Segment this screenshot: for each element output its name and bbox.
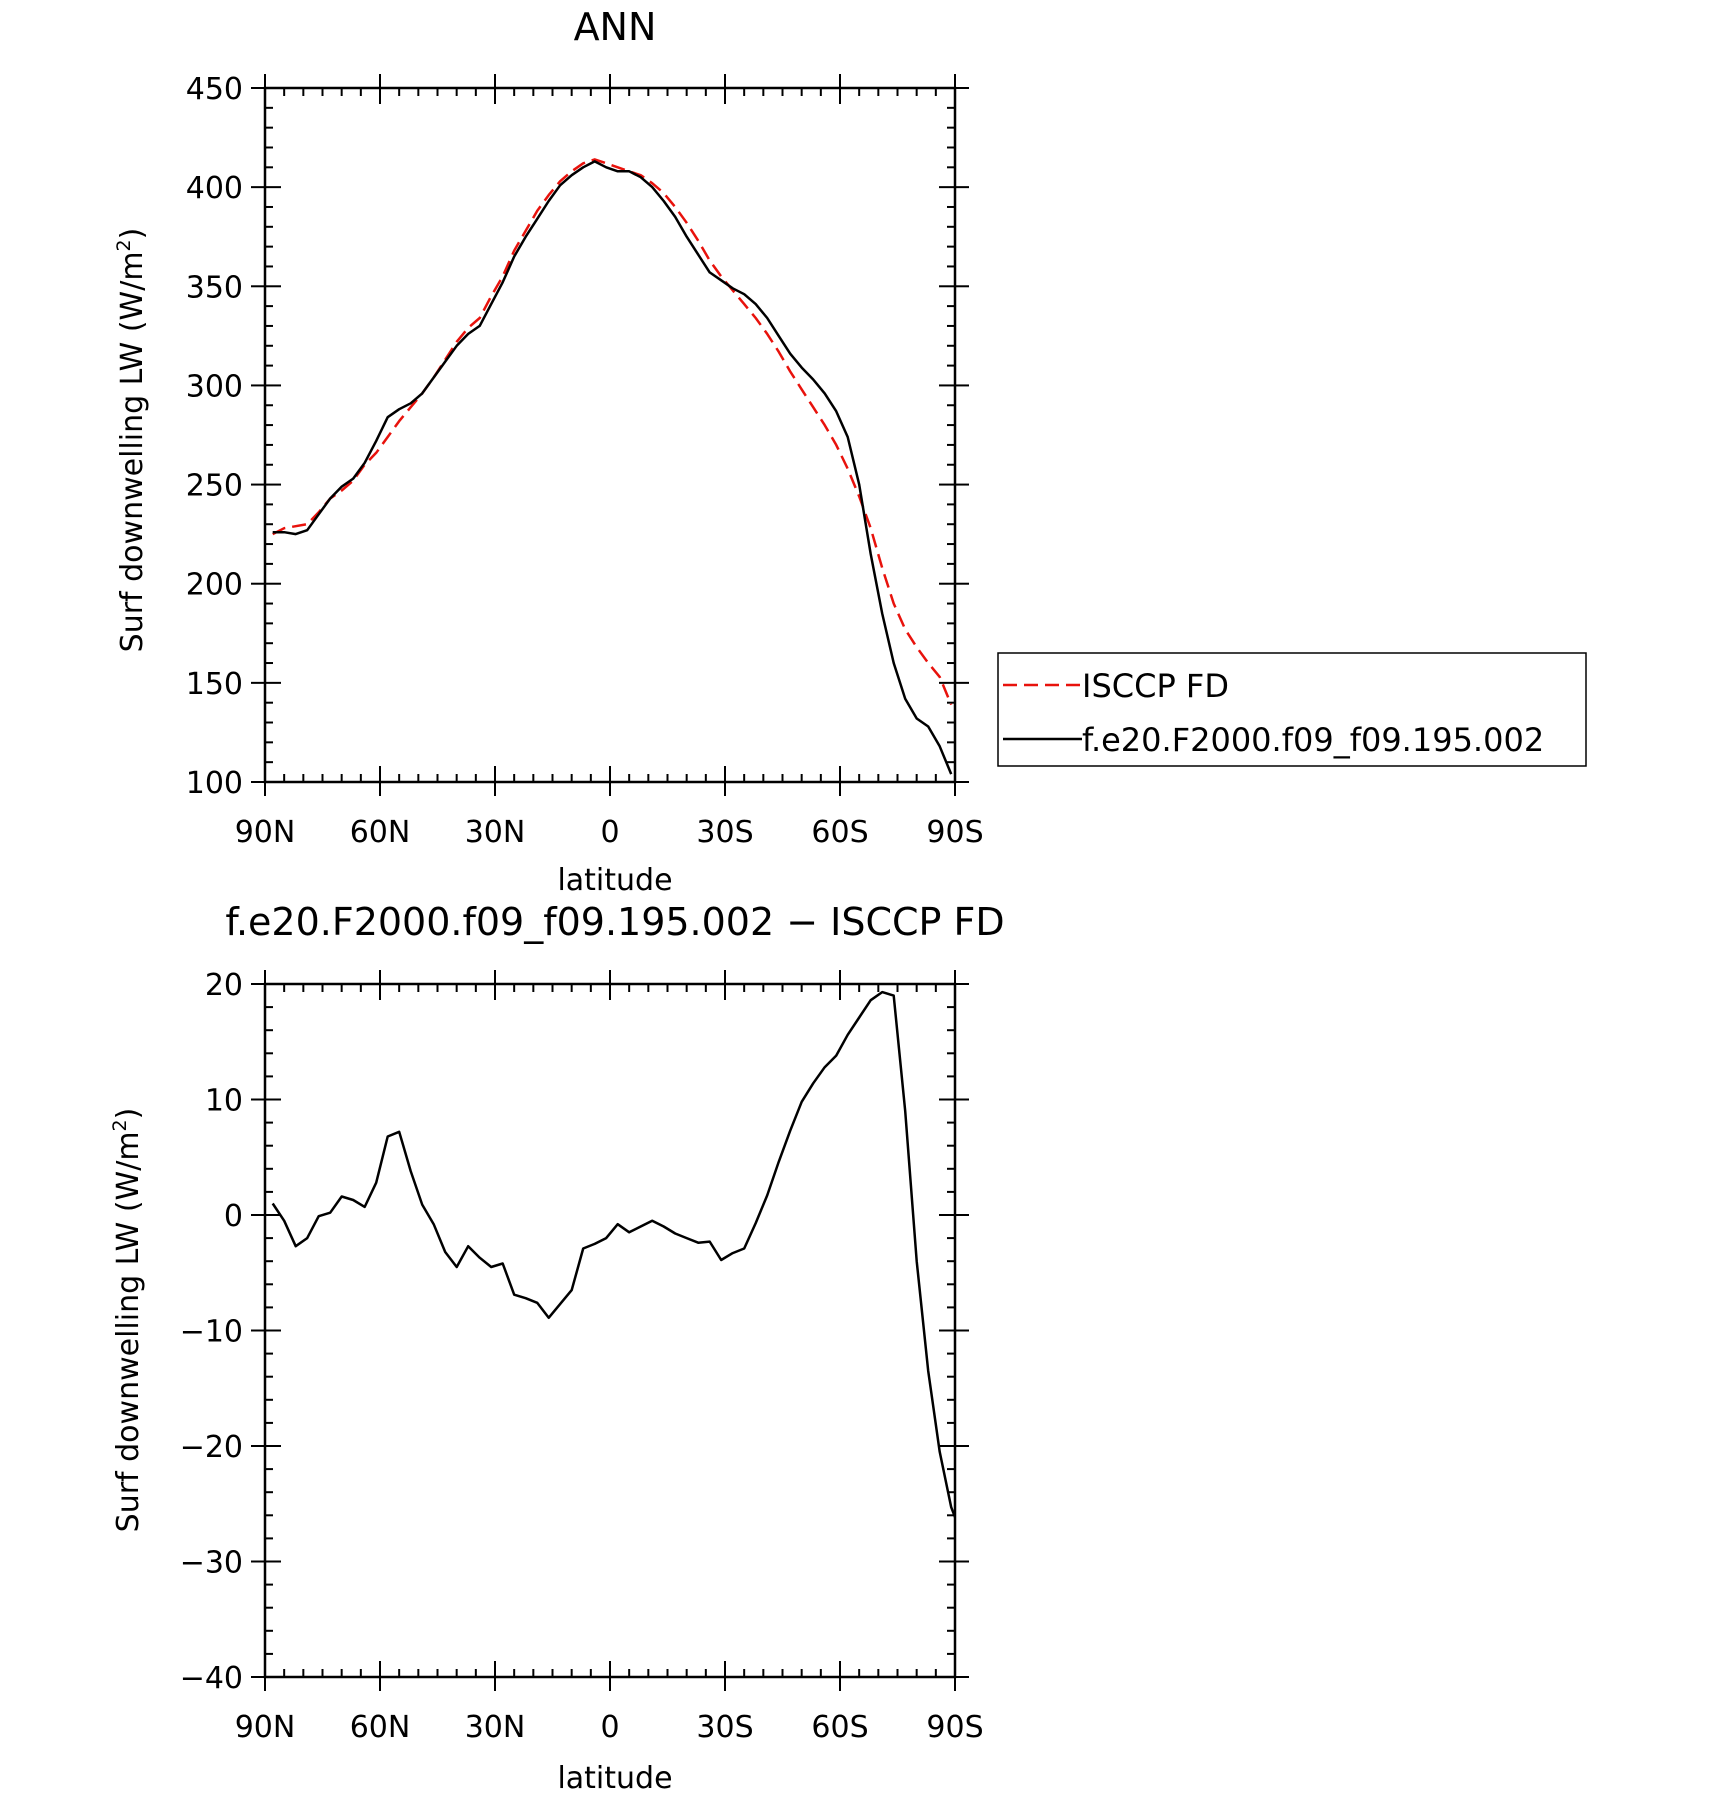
y-tick-label: 10 bbox=[205, 1084, 243, 1119]
x-tick-label: 30S bbox=[696, 1710, 753, 1745]
y-tick-label: −40 bbox=[180, 1661, 243, 1696]
x-tick-label: 60S bbox=[811, 815, 868, 850]
y-tick-label: 250 bbox=[186, 469, 243, 504]
x-tick-label: 60N bbox=[350, 815, 411, 850]
y-tick-label: 350 bbox=[186, 270, 243, 305]
x-tick-label: 30N bbox=[465, 815, 526, 850]
y-tick-label: 300 bbox=[186, 369, 243, 404]
x-tick-label: 0 bbox=[600, 815, 619, 850]
y-tick-label: −10 bbox=[180, 1315, 243, 1350]
chart-title: ANN bbox=[574, 5, 657, 49]
y-tick-label: −20 bbox=[180, 1430, 243, 1465]
y-tick-label: −30 bbox=[180, 1546, 243, 1581]
x-tick-label: 90N bbox=[235, 1710, 296, 1745]
x-tick-label: 30N bbox=[465, 1710, 526, 1745]
plot-frame bbox=[263, 982, 957, 1679]
x-tick-label: 0 bbox=[600, 1710, 619, 1745]
legend: ISCCP FD f.e20.F2000.f09_f09.195.002 bbox=[997, 652, 1587, 767]
y-tick-label: 0 bbox=[224, 1199, 243, 1234]
plot-frame bbox=[263, 86, 957, 784]
y-tick-label: 150 bbox=[186, 667, 243, 702]
x-tick-label: 90S bbox=[926, 815, 983, 850]
series-line-f-e20-f2000-f09-f09-195-002 bbox=[272, 160, 953, 775]
chart-annual-lw: ANN 90N 60N 30N 0 30S 60S 90S 100 150 200 250 300 35… bbox=[113, 5, 1587, 898]
x-tick-label: 90S bbox=[926, 1710, 983, 1745]
legend-label-model: f.e20.F2000.f09_f09.195.002 bbox=[1082, 721, 1544, 759]
x-axis-label: latitude bbox=[557, 863, 672, 898]
y-axis-label: Surf downwelling LW (W/m2) bbox=[109, 1108, 146, 1533]
x-axis-label: latitude bbox=[557, 1761, 672, 1796]
y-tick-label: 20 bbox=[205, 968, 243, 1003]
legend-box bbox=[997, 652, 1587, 767]
x-tick-label: 60S bbox=[811, 1710, 868, 1745]
x-tick-label: 90N bbox=[235, 815, 296, 850]
legend-label-isccp: ISCCP FD bbox=[1082, 667, 1229, 705]
series-line-difference bbox=[271, 990, 955, 1521]
plot-area: 90N 60N 30N 0 30S 60S 90S 20 10 0 −10 −20 −30 −40 bbox=[180, 968, 984, 1745]
chart-title: f.e20.F2000.f09_f09.195.002 − ISCCP FD bbox=[225, 900, 1004, 944]
x-tick-label: 30S bbox=[696, 815, 753, 850]
x-tick-label: 60N bbox=[350, 1710, 411, 1745]
chart-difference-lw: f.e20.F2000.f09_f09.195.002 − ISCCP FD 9… bbox=[109, 900, 1005, 1796]
y-tick-label: 400 bbox=[186, 171, 243, 206]
y-tick-label: 200 bbox=[186, 568, 243, 603]
plot-area: 90N 60N 30N 0 30S 60S 90S 100 150 200 250 300 350 400… bbox=[186, 72, 984, 850]
y-axis-label: Surf downwelling LW (W/m2) bbox=[113, 228, 150, 653]
series-line-isccp-fd bbox=[272, 158, 953, 706]
y-tick-label: 100 bbox=[186, 766, 243, 801]
y-tick-label: 450 bbox=[186, 72, 243, 107]
